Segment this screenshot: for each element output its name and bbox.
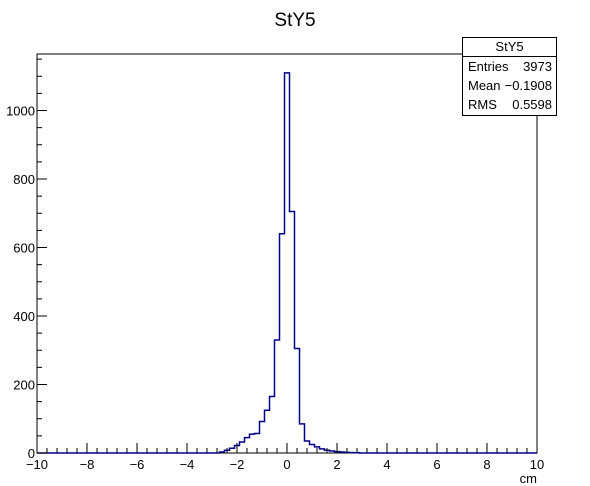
stats-value: −0.1908 <box>504 78 552 93</box>
histogram-bin <box>275 340 280 453</box>
histogram-series <box>37 72 537 454</box>
x-axis-label: cm <box>520 471 537 486</box>
stats-box: StY5 Entries 3973 Mean −0.1908 RMS 0.559… <box>462 37 557 116</box>
histogram-bin <box>220 452 225 453</box>
histogram-bin <box>340 452 345 453</box>
histogram-bin <box>240 442 245 453</box>
stats-row-entries: Entries 3973 <box>463 57 556 76</box>
histogram-bin <box>280 234 285 453</box>
axis-ticks <box>36 58 538 454</box>
stats-label: Mean <box>468 78 501 93</box>
histogram-outline <box>37 72 537 454</box>
x-tick-label: −2 <box>230 457 245 472</box>
y-tick-label: 0 <box>28 446 35 461</box>
stats-value: 3973 <box>523 59 552 74</box>
chart-title: StY5 <box>274 10 316 31</box>
histogram-bin <box>295 349 300 453</box>
axis-tick-labels: −10 −8 −6 −4 −2 0 2 4 6 8 10 0 200 400 600 800 1000 <box>6 104 544 472</box>
stats-value: 0.5598 <box>512 97 552 112</box>
histogram-bin <box>330 451 335 453</box>
x-tick-label: 6 <box>433 457 440 472</box>
x-tick-label: 8 <box>483 457 490 472</box>
x-tick-label: 2 <box>333 457 340 472</box>
histogram-bin <box>260 421 265 453</box>
histogram-bin <box>265 410 270 453</box>
histogram-bin <box>310 444 315 453</box>
histogram-bin <box>320 449 325 453</box>
stats-row-rms: RMS 0.5598 <box>463 95 556 114</box>
histogram-bin <box>285 73 290 453</box>
histogram-bin <box>250 434 255 453</box>
x-tick-label: 10 <box>530 457 544 472</box>
x-tick-label: 4 <box>383 457 390 472</box>
histogram-bin <box>270 396 275 453</box>
histogram-bin <box>300 424 305 453</box>
x-tick-label: −8 <box>80 457 95 472</box>
histogram-bin <box>230 448 235 453</box>
stats-label: RMS <box>468 97 497 112</box>
y-tick-label: 400 <box>13 309 35 324</box>
histogram-bin <box>290 212 295 453</box>
x-tick-label: −10 <box>26 457 48 472</box>
stats-label: Entries <box>468 59 509 74</box>
y-tick-label: 1000 <box>6 104 35 119</box>
stats-row-mean: Mean −0.1908 <box>463 76 556 95</box>
x-tick-label: −6 <box>130 457 145 472</box>
stats-box-name: StY5 <box>463 38 556 57</box>
y-tick-label: 800 <box>13 172 35 187</box>
y-tick-label: 200 <box>13 378 35 393</box>
x-tick-label: −4 <box>180 457 195 472</box>
x-tick-label: 0 <box>283 457 290 472</box>
y-tick-label: 600 <box>13 241 35 256</box>
